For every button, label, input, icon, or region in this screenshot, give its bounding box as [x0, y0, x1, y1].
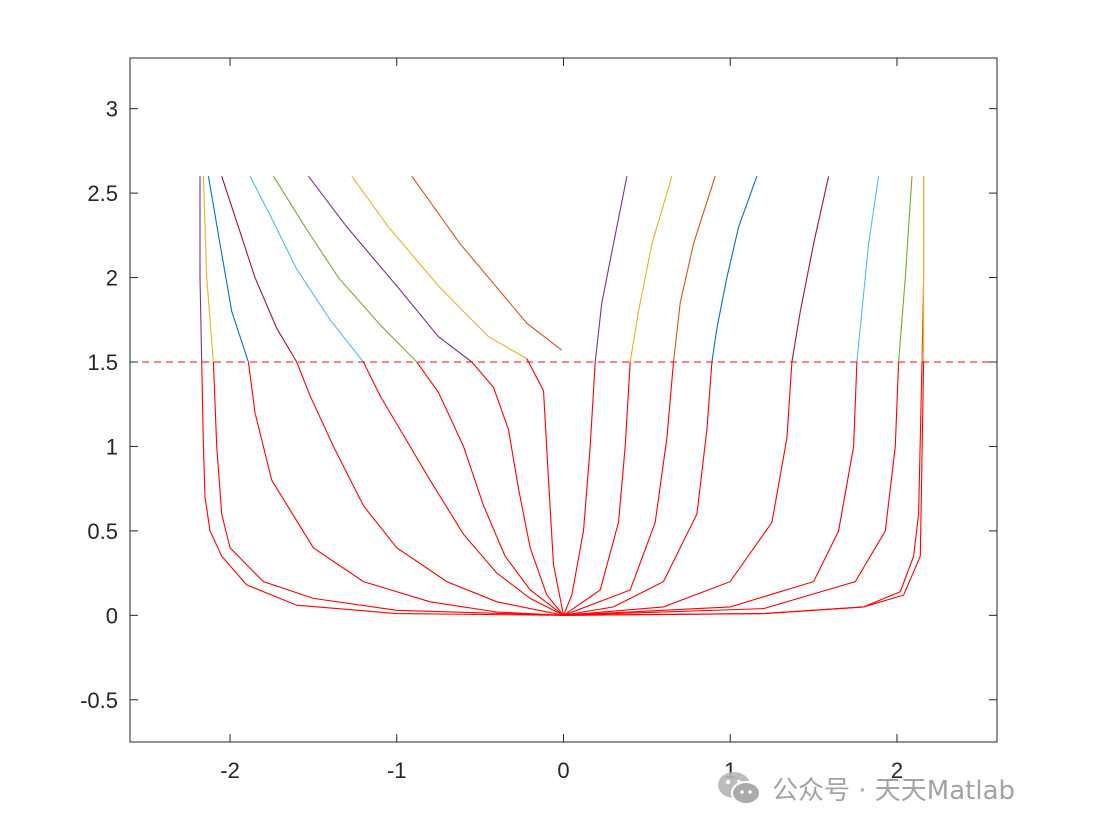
series-5-upper-line: [249, 175, 364, 363]
y-tick-label: 3: [106, 97, 118, 122]
y-tick-label: 2.5: [87, 181, 118, 206]
x-axis: -2 -1 0 1 2: [220, 58, 903, 783]
x-tick-label: 0: [557, 758, 569, 783]
series-13-lower-line: [563, 361, 713, 616]
series-10-upper-line: [594, 176, 628, 363]
series-14-lower-line: [563, 361, 793, 616]
series-10-lower-line: [562, 361, 596, 616]
wechat-icon: [718, 772, 761, 805]
series-6-lower-line: [416, 361, 564, 616]
series-14-upper-line: [791, 176, 830, 363]
x-tick-label: -2: [220, 758, 240, 783]
series-6-upper-line: [272, 175, 418, 363]
series-3-upper-line: [207, 176, 249, 363]
series-2-upper-line: [202, 176, 214, 363]
series-8-lower-line: [526, 358, 565, 616]
series-lines: [199, 175, 925, 616]
series-7-upper-line: [307, 175, 473, 363]
y-tick-label: -0.5: [80, 688, 118, 713]
series-8-upper-line: [351, 175, 528, 360]
series-18-lower-line: [563, 361, 925, 616]
series-15-upper-line: [856, 176, 880, 363]
series-17-lower-line: [563, 361, 923, 616]
series-4-upper-line: [221, 176, 298, 363]
series-1-lower-line: [201, 361, 564, 616]
y-tick-label: 1: [106, 434, 118, 459]
x-tick-label: 2: [891, 758, 903, 783]
series-1-upper-line: [199, 176, 203, 363]
y-tick-label: 0: [106, 603, 118, 628]
watermark: 公众号 · 天天Matlab: [714, 768, 1015, 808]
x-tick-label: -1: [387, 758, 407, 783]
series-5-lower-line: [362, 361, 564, 616]
series-13-upper-line: [711, 176, 758, 363]
series-16-upper-line: [898, 176, 913, 363]
watermark-text: 公众号 · 天天Matlab: [772, 775, 1016, 806]
y-axis: -0.5 0 0.5 1 1.5 2 2.5 3: [80, 97, 997, 713]
series-12-upper-line: [672, 176, 716, 363]
y-tick-label: 2: [106, 266, 118, 291]
series-3-lower-line: [247, 361, 564, 616]
series-15-lower-line: [563, 361, 858, 616]
series-16-lower-line: [563, 361, 900, 616]
series-12-lower-line: [563, 361, 675, 616]
series-4-lower-line: [296, 361, 564, 616]
axes-box: [129, 57, 998, 743]
y-tick-label: 0.5: [87, 519, 118, 544]
series-9-upper-line: [411, 175, 563, 351]
y-tick-label: 1.5: [87, 350, 118, 375]
series-7-lower-line: [471, 361, 564, 616]
series-11-lower-line: [563, 361, 631, 616]
series-2-lower-line: [212, 361, 564, 616]
series-11-upper-line: [629, 176, 673, 363]
